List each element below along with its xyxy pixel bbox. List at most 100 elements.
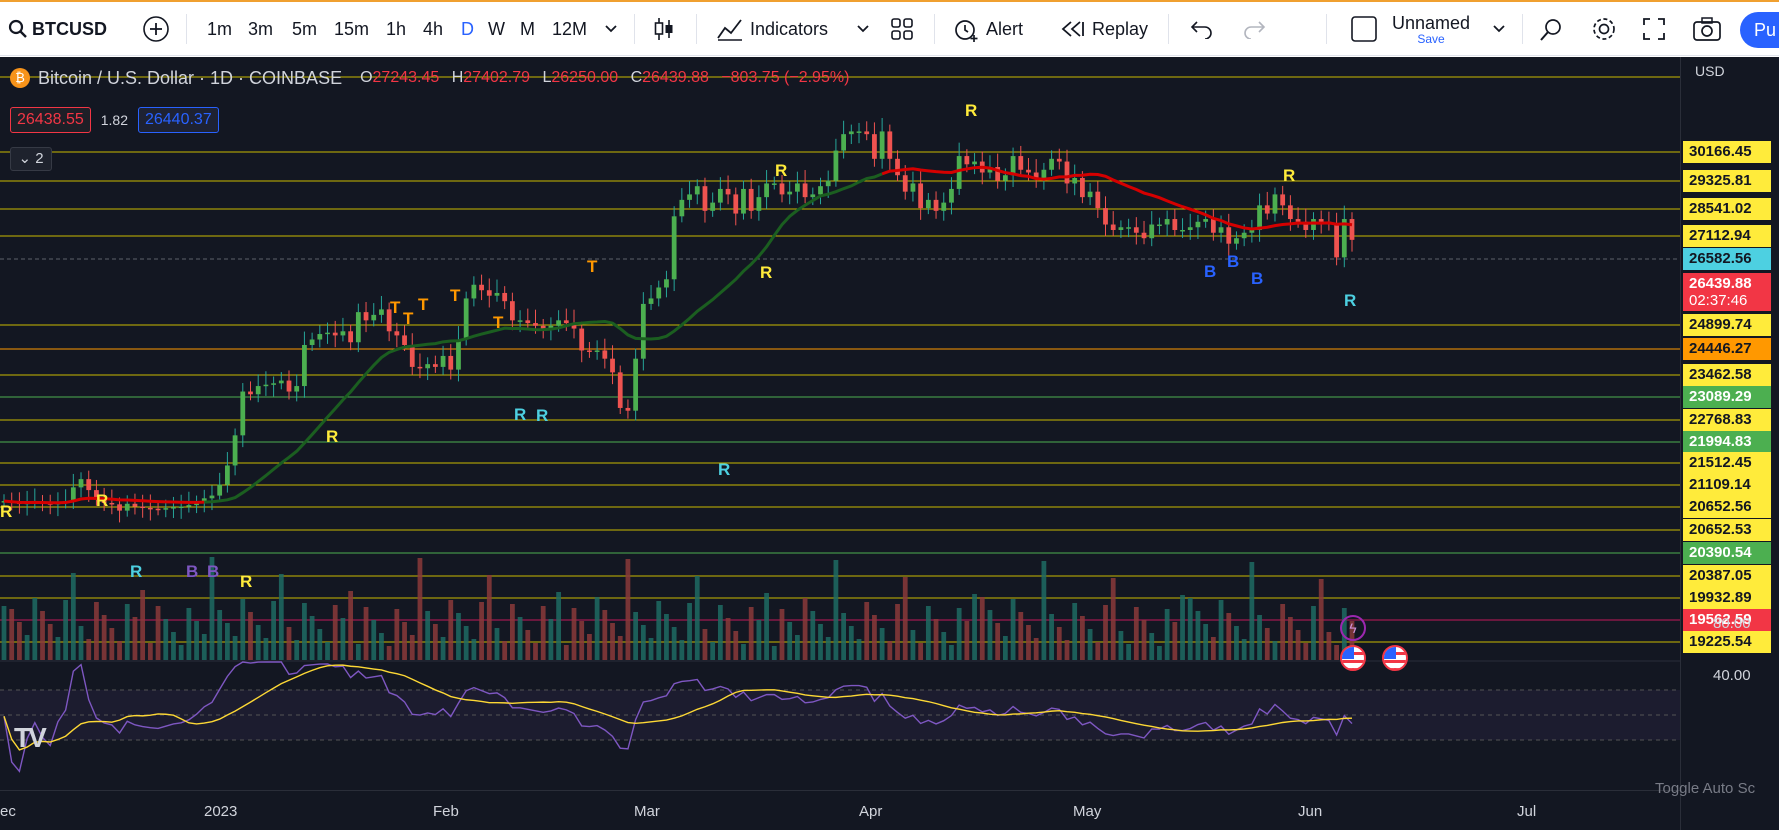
candle-body (795, 183, 800, 192)
volume-bar (841, 613, 846, 660)
sell-price-button[interactable]: 26438.55 (10, 107, 91, 133)
time-label: 2023 (204, 803, 238, 820)
candle-body (764, 183, 769, 198)
settings-button[interactable] (1590, 2, 1618, 56)
layout-button[interactable]: Unnamed Save (1350, 2, 1470, 56)
volume-bar (155, 606, 161, 660)
lightning-event-icon[interactable]: ϟ (1340, 615, 1366, 641)
candle-body (1272, 194, 1278, 214)
signal-marker: R (96, 491, 109, 510)
volume-bar (1010, 599, 1016, 660)
alarm-clock-icon (955, 20, 978, 42)
candle-body (610, 358, 615, 373)
candle-body (972, 161, 977, 165)
time-axis[interactable]: ec 2023 Feb Mar Apr May Jun Jul (0, 790, 1680, 830)
interval-1h[interactable]: 1h (386, 19, 407, 39)
price-level-label: 21109.14 (1683, 474, 1771, 496)
chart-type-button[interactable] (652, 2, 676, 56)
candle-body (101, 499, 107, 503)
close-value: 26439.88 (642, 69, 709, 86)
candle-body (702, 186, 708, 211)
indicators-dropdown[interactable] (856, 2, 870, 56)
redo-button[interactable] (1242, 2, 1266, 56)
interval-3m[interactable]: 3m (248, 19, 274, 39)
interval-d[interactable]: D (461, 19, 474, 39)
candle-body (872, 134, 877, 159)
volume-bar (1049, 614, 1054, 660)
candle-body (302, 344, 307, 387)
candle-body (409, 344, 415, 367)
volume-bar (818, 624, 823, 660)
chart-pane[interactable]: ₿ Bitcoin / U.S. Dollar · 1D · COINBASE … (0, 57, 1779, 830)
quick-search-button[interactable] (1538, 2, 1566, 56)
candle-body (440, 355, 446, 367)
candle-body (1180, 229, 1185, 232)
interval-1m[interactable]: 1m (207, 19, 233, 39)
chart-canvas[interactable] (0, 57, 1680, 790)
fullscreen-icon (1643, 18, 1665, 40)
us-flag-event-icon[interactable] (1382, 645, 1408, 671)
volume-bar (248, 612, 253, 660)
volume-bar (956, 608, 962, 660)
volume-bar (278, 574, 284, 660)
replay-button[interactable]: Replay (1060, 2, 1148, 56)
volume-bar (1141, 620, 1147, 660)
currency-selector[interactable]: USD (1695, 63, 1725, 79)
toggle-auto-scale-button[interactable]: Toggle Auto Sc (1655, 780, 1756, 797)
undo-button[interactable] (1190, 2, 1214, 56)
us-flag-event-icon[interactable] (1340, 645, 1366, 671)
candle-body (1226, 227, 1232, 244)
toolbar-divider (634, 14, 635, 44)
buy-price-button[interactable]: 26440.37 (137, 107, 219, 133)
volume-bar (1334, 645, 1339, 660)
indicators-collapse-button[interactable]: ⌄ 2 (10, 147, 52, 171)
volume-bar (448, 600, 454, 660)
candle-body (147, 507, 153, 510)
interval-4h[interactable]: 4h (423, 19, 444, 39)
volume-bar (224, 623, 230, 660)
interval-15m[interactable]: 15m (334, 19, 370, 39)
volume-bar (294, 640, 300, 660)
fullscreen-button[interactable] (1642, 2, 1666, 56)
alert-button[interactable]: Alert (952, 2, 1023, 56)
candle-body (1118, 227, 1124, 230)
price-axis[interactable]: USD 30166.45 29325.81 28541.02 27112.94 2658… (1680, 57, 1779, 830)
templates-button[interactable] (890, 2, 914, 56)
volume-bar (1, 606, 7, 660)
candle-body (941, 202, 947, 211)
signal-marker: R (130, 562, 143, 581)
tradingview-logo[interactable]: TV (14, 722, 47, 753)
candle-body (995, 167, 1001, 181)
volume-bar (949, 645, 954, 660)
candle-body (602, 350, 608, 359)
volume-bar (463, 626, 469, 660)
search-icon (8, 19, 27, 38)
publish-button[interactable]: Pu (1740, 12, 1779, 48)
candle-body (540, 325, 546, 329)
price-level-label: 30166.45 (1683, 141, 1771, 163)
snapshot-button[interactable] (1692, 2, 1722, 56)
interval-w[interactable]: W (488, 19, 505, 39)
interval-5m[interactable]: 5m (292, 19, 318, 39)
candle-body (1257, 205, 1262, 230)
volume-bar (795, 635, 800, 660)
symbol-search-button[interactable]: BTCUSD (8, 2, 107, 56)
interval-m[interactable]: M (520, 19, 535, 39)
candle-body (1203, 219, 1209, 222)
volume-bar (972, 594, 977, 660)
volume-bar (1249, 562, 1255, 660)
candle-body (1218, 227, 1224, 233)
compare-symbol-button[interactable] (142, 2, 170, 56)
candle-body (402, 335, 407, 345)
candle-body (425, 364, 431, 369)
candle-body (1103, 208, 1108, 225)
save-link[interactable]: Save (1417, 32, 1445, 46)
volume-bar (117, 641, 122, 660)
volume-bar (918, 643, 924, 660)
interval-12m[interactable]: 12M (552, 19, 588, 39)
candle-body (810, 194, 816, 198)
layout-dropdown[interactable] (1492, 2, 1506, 56)
indicators-button[interactable]: Indicators (716, 2, 828, 56)
volume-bar (1118, 631, 1124, 660)
interval-dropdown[interactable] (604, 2, 618, 56)
